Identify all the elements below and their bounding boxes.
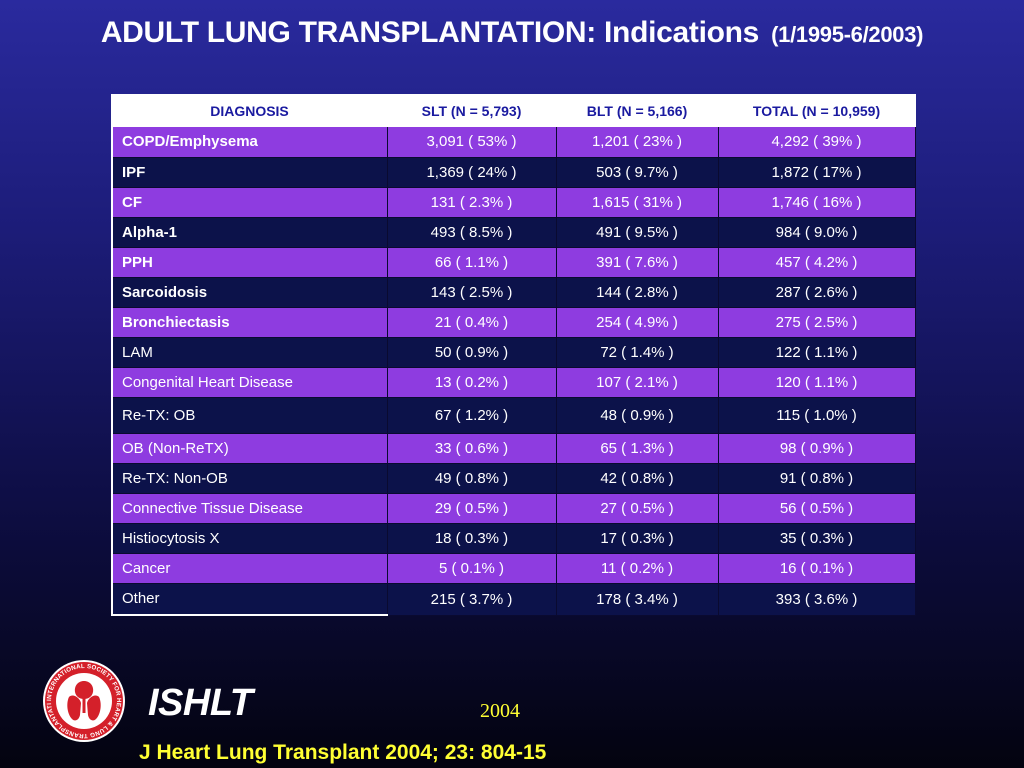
total-cell: 1,872 ( 17% ) (717, 156, 916, 188)
diagnosis-cell: Sarcoidosis (111, 276, 388, 308)
header-slt: SLT (N = 5,793) (386, 94, 557, 127)
slt-cell: 131 ( 2.3% ) (386, 186, 557, 218)
diagnosis-cell: Re-TX: Non-OB (111, 462, 388, 494)
diagnosis-cell: IPF (111, 156, 388, 188)
total-cell: 120 ( 1.1% ) (717, 366, 916, 398)
table-row: LAM 50 ( 0.9% ) 72 ( 1.4% ) 122 ( 1.1% ) (111, 336, 916, 368)
slt-cell: 49 ( 0.8% ) (386, 462, 557, 494)
blt-cell: 42 ( 0.8% ) (555, 462, 719, 494)
diagnosis-cell: Alpha-1 (111, 216, 388, 248)
header-total: TOTAL (N = 10,959) (717, 94, 916, 127)
table-row: Congenital Heart Disease 13 ( 0.2% ) 107… (111, 366, 916, 398)
diagnosis-cell: CF (111, 186, 388, 218)
slt-cell: 3,091 ( 53% ) (386, 125, 557, 158)
table-header-row: DIAGNOSIS SLT (N = 5,793) BLT (N = 5,166… (111, 94, 916, 127)
table-row: Connective Tissue Disease 29 ( 0.5% ) 27… (111, 492, 916, 524)
slt-cell: 21 ( 0.4% ) (386, 306, 557, 338)
blt-cell: 178 ( 3.4% ) (555, 582, 719, 616)
diagnosis-cell: Histiocytosis X (111, 522, 388, 554)
table-row: Other 215 ( 3.7% ) 178 ( 3.4% ) 393 ( 3.… (111, 582, 916, 616)
blt-cell: 27 ( 0.5% ) (555, 492, 719, 524)
blt-cell: 144 ( 2.8% ) (555, 276, 719, 308)
table-row: Histiocytosis X 18 ( 0.3% ) 17 ( 0.3% ) … (111, 522, 916, 554)
table-row: Sarcoidosis 143 ( 2.5% ) 144 ( 2.8% ) 28… (111, 276, 916, 308)
table-row: Re-TX: Non-OB 49 ( 0.8% ) 42 ( 0.8% ) 91… (111, 462, 916, 494)
total-cell: 393 ( 3.6% ) (717, 582, 916, 616)
total-cell: 984 ( 9.0% ) (717, 216, 916, 248)
total-cell: 1,746 ( 16% ) (717, 186, 916, 218)
blt-cell: 491 ( 9.5% ) (555, 216, 719, 248)
header-diagnosis: DIAGNOSIS (111, 94, 388, 127)
total-cell: 98 ( 0.9% ) (717, 432, 916, 464)
header-blt: BLT (N = 5,166) (555, 94, 719, 127)
slt-cell: 67 ( 1.2% ) (386, 396, 557, 434)
table-row: PPH 66 ( 1.1% ) 391 ( 7.6% ) 457 ( 4.2% … (111, 246, 916, 278)
diagnosis-cell: Connective Tissue Disease (111, 492, 388, 524)
total-cell: 35 ( 0.3% ) (717, 522, 916, 554)
blt-cell: 254 ( 4.9% ) (555, 306, 719, 338)
slt-cell: 66 ( 1.1% ) (386, 246, 557, 278)
diagnosis-cell: COPD/Emphysema (111, 125, 388, 158)
diagnosis-cell: OB (Non-ReTX) (111, 432, 388, 464)
blt-cell: 1,615 ( 31% ) (555, 186, 719, 218)
table-row: IPF 1,369 ( 24% ) 503 ( 9.7% ) 1,872 ( 1… (111, 156, 916, 188)
blt-cell: 11 ( 0.2% ) (555, 552, 719, 584)
blt-cell: 72 ( 1.4% ) (555, 336, 719, 368)
slt-cell: 50 ( 0.9% ) (386, 336, 557, 368)
slt-cell: 215 ( 3.7% ) (386, 582, 557, 616)
org-name: ISHLT (148, 682, 253, 724)
diagnosis-cell: Re-TX: OB (111, 396, 388, 434)
total-cell: 16 ( 0.1% ) (717, 552, 916, 584)
slt-cell: 33 ( 0.6% ) (386, 432, 557, 464)
slt-cell: 29 ( 0.5% ) (386, 492, 557, 524)
indications-table: DIAGNOSIS SLT (N = 5,793) BLT (N = 5,166… (111, 94, 916, 616)
slt-cell: 493 ( 8.5% ) (386, 216, 557, 248)
table-row: Bronchiectasis 21 ( 0.4% ) 254 ( 4.9% ) … (111, 306, 916, 338)
total-cell: 115 ( 1.0% ) (717, 396, 916, 434)
blt-cell: 17 ( 0.3% ) (555, 522, 719, 554)
ishlt-seal-icon: INTERNATIONAL SOCIETY FOR HEART & LUNG T… (39, 654, 125, 742)
diagnosis-cell: Other (111, 582, 388, 616)
diagnosis-cell: Congenital Heart Disease (111, 366, 388, 398)
table-row: OB (Non-ReTX) 33 ( 0.6% ) 65 ( 1.3% ) 98… (111, 432, 916, 464)
blt-cell: 503 ( 9.7% ) (555, 156, 719, 188)
blt-cell: 65 ( 1.3% ) (555, 432, 719, 464)
table-row: CF 131 ( 2.3% ) 1,615 ( 31% ) 1,746 ( 16… (111, 186, 916, 218)
slt-cell: 143 ( 2.5% ) (386, 276, 557, 308)
blt-cell: 48 ( 0.9% ) (555, 396, 719, 434)
slt-cell: 1,369 ( 24% ) (386, 156, 557, 188)
table-row: Alpha-1 493 ( 8.5% ) 491 ( 9.5% ) 984 ( … (111, 216, 916, 248)
slt-cell: 5 ( 0.1% ) (386, 552, 557, 584)
ishlt-logo: INTERNATIONAL SOCIETY FOR HEART & LUNG T… (39, 654, 126, 743)
slt-cell: 18 ( 0.3% ) (386, 522, 557, 554)
table-row: COPD/Emphysema 3,091 ( 53% ) 1,201 ( 23%… (111, 125, 916, 158)
blt-cell: 1,201 ( 23% ) (555, 125, 719, 158)
slide-title: ADULT LUNG TRANSPLANTATION: Indications … (0, 16, 1024, 50)
total-cell: 457 ( 4.2% ) (717, 246, 916, 278)
title-main: ADULT LUNG TRANSPLANTATION: Indications (100, 16, 760, 49)
blt-cell: 107 ( 2.1% ) (555, 366, 719, 398)
diagnosis-cell: LAM (111, 336, 388, 368)
blt-cell: 391 ( 7.6% ) (555, 246, 719, 278)
diagnosis-cell: Bronchiectasis (111, 306, 388, 338)
total-cell: 91 ( 0.8% ) (717, 462, 916, 494)
citation: J Heart Lung Transplant 2004; 23: 804-15 (139, 741, 547, 764)
diagnosis-cell: Cancer (111, 552, 388, 584)
total-cell: 122 ( 1.1% ) (717, 336, 916, 368)
year-label: 2004 (480, 700, 520, 722)
title-date-range: (1/1995-6/2003) (771, 22, 924, 47)
total-cell: 287 ( 2.6% ) (717, 276, 916, 308)
total-cell: 4,292 ( 39% ) (717, 125, 916, 158)
diagnosis-cell: PPH (111, 246, 388, 278)
table-row: Re-TX: OB 67 ( 1.2% ) 48 ( 0.9% ) 115 ( … (111, 396, 916, 434)
table-row: Cancer 5 ( 0.1% ) 11 ( 0.2% ) 16 ( 0.1% … (111, 552, 916, 584)
total-cell: 275 ( 2.5% ) (717, 306, 916, 338)
total-cell: 56 ( 0.5% ) (717, 492, 916, 524)
slt-cell: 13 ( 0.2% ) (386, 366, 557, 398)
